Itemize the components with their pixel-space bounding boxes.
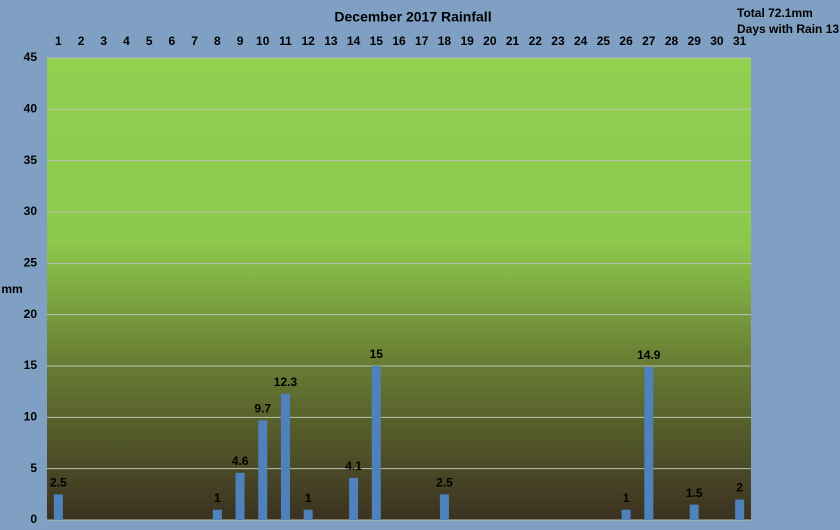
x-tick-label: 24 (574, 34, 588, 48)
x-tick-label: 23 (551, 34, 565, 48)
x-tick-label: 2 (78, 34, 85, 48)
annotation: Days with Rain 13 (737, 22, 839, 36)
x-tick-label: 4 (123, 34, 130, 48)
data-label: 2.5 (436, 476, 453, 490)
x-tick-label: 14 (347, 34, 361, 48)
data-label: 1.5 (686, 486, 703, 500)
x-tick-label: 29 (688, 34, 702, 48)
x-tick-label: 25 (597, 34, 611, 48)
data-label: 4.6 (232, 454, 249, 468)
y-tick-label: 5 (30, 461, 37, 475)
bar (280, 393, 290, 520)
bar (349, 477, 359, 520)
y-tick-label: 20 (24, 307, 38, 321)
data-label: 12.3 (274, 375, 298, 389)
data-label: 1 (623, 491, 630, 505)
bar (371, 366, 381, 520)
data-label: 1 (305, 491, 312, 505)
x-tick-label: 22 (529, 34, 543, 48)
x-tick-label: 1 (55, 34, 62, 48)
x-tick-label: 12 (301, 34, 315, 48)
x-tick-label: 6 (169, 34, 176, 48)
y-axis-label: mm (1, 282, 22, 296)
x-tick-label: 16 (392, 34, 406, 48)
data-label: 14.9 (637, 348, 661, 362)
x-tick-label: 18 (438, 34, 452, 48)
x-tick-label: 17 (415, 34, 429, 48)
bar (53, 494, 63, 520)
x-tick-label: 28 (665, 34, 679, 48)
x-tick-label: 10 (256, 34, 270, 48)
x-tick-label: 27 (642, 34, 656, 48)
x-tick-label: 31 (733, 34, 747, 48)
x-tick-label: 11 (279, 34, 292, 48)
annotation: Total 72.1mm (737, 6, 813, 20)
y-tick-label: 30 (24, 204, 38, 218)
plot-area (47, 58, 751, 520)
bar (212, 509, 222, 520)
bar (258, 420, 268, 520)
x-tick-label: 30 (710, 34, 724, 48)
data-label: 1 (214, 491, 221, 505)
bar (689, 504, 699, 520)
data-label: 2.5 (50, 476, 67, 490)
bar (644, 367, 654, 520)
x-tick-label: 13 (324, 34, 338, 48)
y-tick-label: 35 (24, 153, 38, 167)
x-tick-label: 9 (237, 34, 244, 48)
x-tick-label: 19 (460, 34, 474, 48)
bar (621, 509, 631, 520)
x-tick-label: 8 (214, 34, 221, 48)
x-tick-label: 7 (191, 34, 198, 48)
bar (303, 509, 313, 520)
y-tick-label: 0 (30, 512, 37, 526)
data-label: 15 (370, 347, 384, 361)
data-label: 9.7 (254, 402, 271, 416)
x-tick-label: 3 (100, 34, 107, 48)
x-tick-label: 26 (619, 34, 633, 48)
bar (735, 499, 745, 520)
y-tick-label: 40 (24, 102, 38, 116)
y-tick-label: 10 (24, 410, 38, 424)
data-label: 2 (736, 481, 743, 495)
bar (439, 494, 449, 520)
bar (235, 472, 245, 520)
data-label: 4.1 (345, 459, 362, 473)
y-tick-label: 25 (24, 256, 38, 270)
y-tick-label: 15 (24, 358, 38, 372)
x-tick-label: 21 (506, 34, 520, 48)
x-tick-label: 15 (370, 34, 384, 48)
x-tick-label: 20 (483, 34, 497, 48)
x-tick-label: 5 (146, 34, 153, 48)
y-tick-label: 45 (24, 50, 38, 64)
chart-title: December 2017 Rainfall (334, 9, 491, 25)
